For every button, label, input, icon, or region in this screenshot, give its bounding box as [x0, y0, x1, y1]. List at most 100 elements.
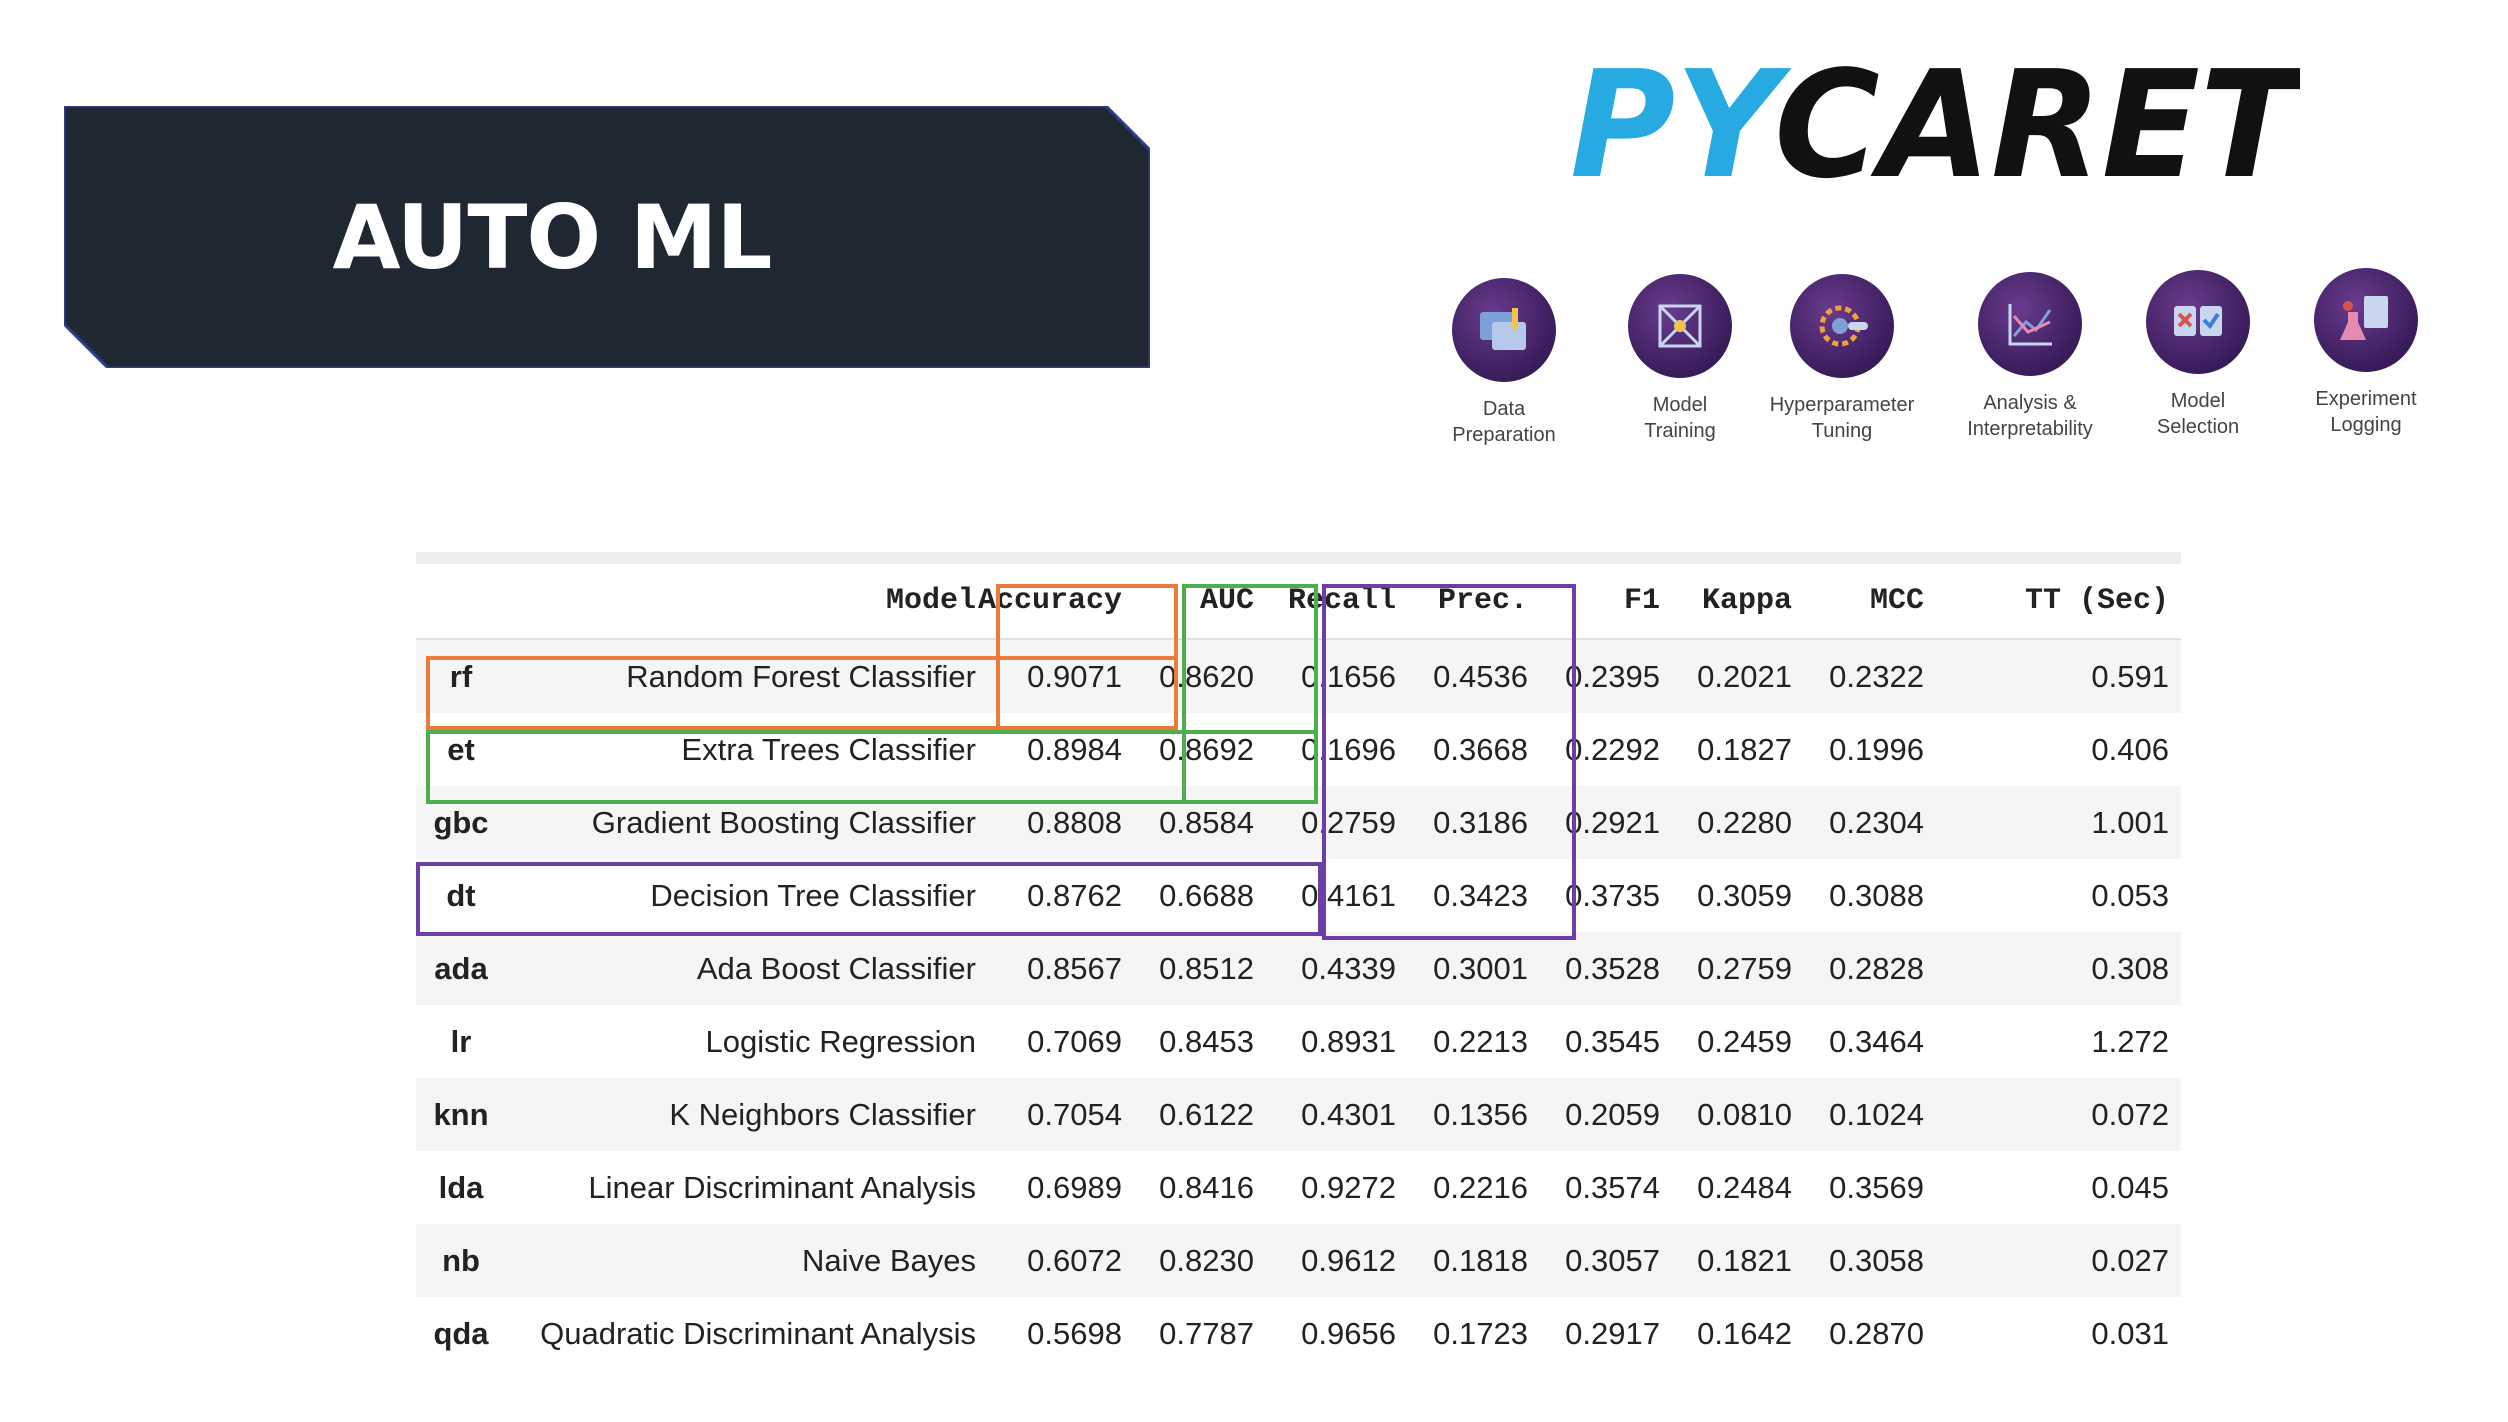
row-recall: 0.2759 [1301, 804, 1396, 840]
row-recall: 0.4339 [1301, 950, 1396, 986]
header-auc: AUC [1199, 584, 1254, 618]
row-mcc: 0.1996 [1829, 731, 1924, 767]
row-tt-sec: 0.072 [2091, 1096, 2169, 1132]
table-row: ada Ada Boost Classifier 0.8567 0.8512 0.433… [416, 932, 2181, 1005]
row-kappa: 0.1642 [1697, 1315, 1792, 1351]
row-kappa: 0.2459 [1697, 1023, 1792, 1059]
row-prec: 0.2216 [1433, 1169, 1528, 1205]
table-row: knn K Neighbors Classifier 0.7054 0.6122 0.4… [416, 1078, 2181, 1151]
table-row: rf Random Forest Classifier 0.9071 0.8620 0.… [416, 640, 2181, 713]
row-index: ada [434, 950, 488, 986]
row-kappa: 0.3059 [1697, 877, 1792, 913]
row-tt-sec: 1.272 [2091, 1023, 2169, 1059]
row-index: lda [438, 1169, 484, 1205]
row-mcc: 0.2870 [1829, 1315, 1924, 1351]
row-recall: 0.9272 [1301, 1169, 1396, 1205]
row-model-name: Naive Bayes [801, 1242, 976, 1278]
row-index: gbc [433, 804, 489, 840]
dt-highlight-box [416, 862, 1322, 936]
row-f1: 0.3057 [1565, 1242, 1660, 1278]
feature-experiment-logging: Experiment Logging [2266, 268, 2466, 438]
row-auc: 0.6688 [1159, 877, 1254, 913]
row-mcc: 0.3569 [1829, 1169, 1924, 1205]
row-auc: 0.8584 [1159, 804, 1254, 840]
row-prec: 0.3186 [1433, 804, 1528, 840]
table-row: et Extra Trees Classifier 0.8984 0.8692 0.16… [416, 713, 2181, 786]
model-selection-icon [2146, 270, 2250, 374]
row-model-name: Gradient Boosting Classifier [591, 804, 976, 840]
banner-shape [64, 106, 1150, 368]
row-accuracy: 0.7069 [1027, 1023, 1122, 1059]
row-accuracy: 0.9071 [1027, 658, 1122, 694]
row-f1: 0.3735 [1565, 877, 1660, 913]
row-mcc: 0.2304 [1829, 804, 1924, 840]
row-mcc: 0.3058 [1829, 1242, 1924, 1278]
row-accuracy: 0.5698 [1027, 1315, 1122, 1351]
row-accuracy: 0.8567 [1027, 950, 1122, 986]
row-f1: 0.2395 [1565, 658, 1660, 694]
feature-label: Analysis & Interpretability [1967, 392, 2093, 440]
row-prec: 0.3001 [1433, 950, 1528, 986]
feature-hyperparameter-tuning: Hyperparameter Tuning [1742, 274, 1942, 444]
table-header-row: Model Accuracy AUC Recall Prec. F1 Kappa… [416, 564, 2181, 640]
header-mcc: MCC [1869, 584, 1924, 618]
row-model-name: Ada Boost Classifier [696, 950, 976, 986]
feature-model-selection: Model Selection [2098, 270, 2298, 440]
row-mcc: 0.3088 [1829, 877, 1924, 913]
row-model-name: K Neighbors Classifier [669, 1096, 976, 1132]
row-kappa: 0.2484 [1697, 1169, 1792, 1205]
table-row: qda Quadratic Discriminant Analysis 0.5698… [416, 1297, 2181, 1370]
row-kappa: 0.0810 [1697, 1096, 1792, 1132]
row-index: lr [450, 1023, 472, 1059]
row-recall: 0.9656 [1301, 1315, 1396, 1351]
row-accuracy: 0.8984 [1027, 731, 1122, 767]
row-model-name: Extra Trees Classifier [681, 731, 976, 767]
row-f1: 0.2059 [1565, 1096, 1660, 1132]
row-f1: 0.3545 [1565, 1023, 1660, 1059]
row-prec: 0.1356 [1433, 1096, 1528, 1132]
row-recall: 0.4161 [1301, 877, 1396, 913]
row-tt-sec: 0.045 [2091, 1169, 2169, 1205]
row-model-name: Logistic Regression [705, 1023, 976, 1059]
row-tt-sec: 1.001 [2091, 804, 2169, 840]
row-mcc: 0.1024 [1829, 1096, 1924, 1132]
row-accuracy: 0.7054 [1027, 1096, 1122, 1132]
row-model-name: Linear Discriminant Analysis [588, 1169, 976, 1205]
row-auc: 0.6122 [1159, 1096, 1254, 1132]
row-model-name: Decision Tree Classifier [650, 877, 976, 913]
row-auc: 0.8230 [1159, 1242, 1254, 1278]
model-comparison-table: Model Accuracy AUC Recall Prec. F1 Kappa… [416, 552, 2181, 1370]
row-tt-sec: 0.406 [2091, 731, 2169, 767]
header-recall: Recall [1287, 584, 1396, 618]
feature-model-training: Model Training [1580, 274, 1780, 444]
row-f1: 0.2917 [1565, 1315, 1660, 1351]
experiment-logging-icon [2314, 268, 2418, 372]
feature-label: Experiment Logging [2315, 388, 2417, 436]
table-row: nb Naive Bayes 0.6072 0.8230 0.9612 0.1818 0.3… [416, 1224, 2181, 1297]
row-f1: 0.2292 [1565, 731, 1660, 767]
header-tt-sec: TT (Sec) [2024, 584, 2169, 618]
feature-label: Data Preparation [1452, 398, 1556, 446]
row-index: nb [442, 1242, 480, 1278]
row-index: et [447, 731, 475, 767]
row-recall: 0.4301 [1301, 1096, 1396, 1132]
table-row: gbc Gradient Boosting Classifier 0.8808 0.8… [416, 786, 2181, 859]
row-prec: 0.1818 [1433, 1242, 1528, 1278]
row-index: rf [449, 658, 473, 694]
row-prec: 0.3668 [1433, 731, 1528, 767]
feature-data-preparation: Data Preparation [1404, 278, 1604, 448]
row-recall: 0.8931 [1301, 1023, 1396, 1059]
recall-prec-highlight-box [1322, 584, 1576, 940]
row-accuracy: 0.8808 [1027, 804, 1122, 840]
row-tt-sec: 0.591 [2091, 658, 2169, 694]
header-f1: F1 [1623, 584, 1660, 618]
row-index: qda [433, 1315, 489, 1351]
row-tt-sec: 0.308 [2091, 950, 2169, 986]
row-accuracy: 0.6072 [1027, 1242, 1122, 1278]
table-row: lr Logistic Regression 0.7069 0.8453 0.8931 0… [416, 1005, 2181, 1078]
row-prec: 0.2213 [1433, 1023, 1528, 1059]
et-highlight-box [426, 730, 1318, 804]
title-banner: AUTO ML [64, 106, 1150, 368]
header-accuracy: Accuracy [977, 584, 1122, 618]
page-title: AUTO ML [332, 185, 773, 289]
